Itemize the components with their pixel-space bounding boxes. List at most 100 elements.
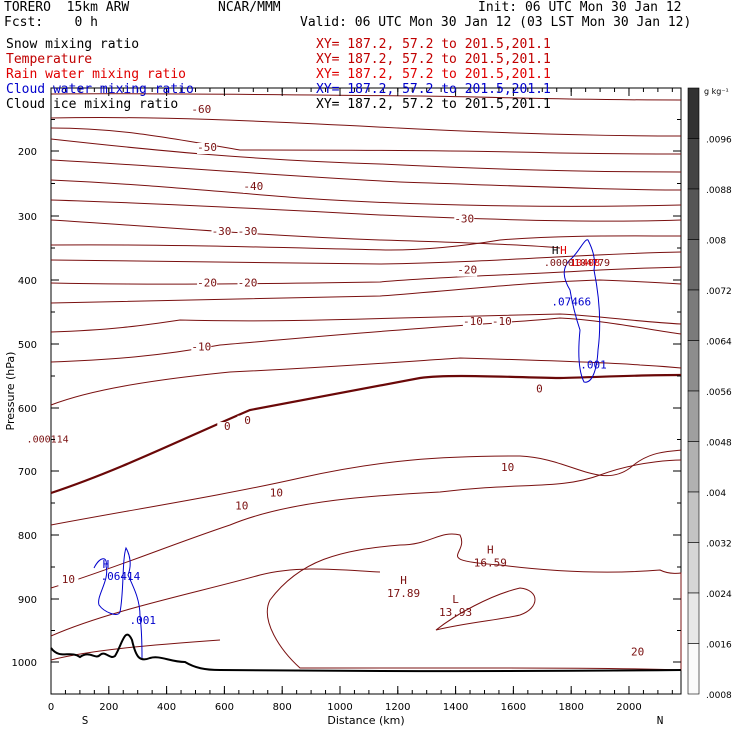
isotherm-label: 10 [501, 461, 514, 474]
x-tick-label: 0 [48, 702, 54, 713]
temperature-isotherm [50, 317, 682, 363]
colorbar-segment [687, 390, 700, 442]
y-axis-label: Pressure (hPa) [4, 352, 17, 431]
field-xy-temperature: XY= 187.2, 57.2 to 201.5,201.1 [316, 52, 551, 67]
isotherm-label: -60 [191, 103, 211, 116]
cloud-water-contour [93, 546, 143, 659]
isotherm-label: -10 [191, 340, 211, 353]
terrain-profile [50, 633, 682, 673]
field-xy-rain: XY= 187.2, 57.2 to 201.5,201.1 [316, 67, 551, 82]
y-tick-label: 400 [18, 276, 37, 287]
isotherm-label-bg [211, 227, 232, 239]
temperature-isotherm [50, 179, 682, 207]
colorbar-segment [687, 643, 700, 695]
cloud-water-extremum-marker: H [103, 558, 110, 571]
y-tick-label: 900 [18, 595, 37, 606]
isotherm-label-bg [191, 105, 212, 117]
temperature-extremum-marker: L [452, 593, 459, 606]
isotherm-label: 10 [62, 573, 75, 586]
temperature-isotherm [50, 199, 682, 222]
isotherm-label-bg [237, 415, 258, 427]
colorbar-segment [687, 592, 700, 644]
field-xy-cloud-water: XY= 187.2, 57.2 to 201.5,201.1 [316, 82, 551, 97]
x-tick-label: 800 [273, 702, 292, 713]
colorbar-segment [687, 239, 700, 291]
isotherm-label: -20 [238, 276, 258, 289]
temperature-isotherm [50, 138, 682, 173]
temperature-isotherm [50, 266, 682, 285]
colorbar-segment [687, 188, 700, 240]
x-tick-label: 1600 [501, 702, 526, 713]
isotherm-label: -10 [492, 315, 512, 328]
model-title: TORERO 15km ARW [4, 0, 130, 15]
isotherm-label-bg [237, 278, 258, 290]
snow-value: .000114 [27, 435, 69, 446]
isotherm-label: -40 [243, 180, 263, 193]
y-tick-label: 300 [18, 212, 37, 223]
colorbar-segment [687, 542, 700, 594]
colorbar-tick-label: .0064 [706, 338, 732, 348]
temperature-isotherm [50, 93, 682, 101]
colorbar-unit-label: g kg⁻¹ [704, 87, 729, 96]
isotherm-label-bg [191, 342, 212, 354]
isotherm-label-bg [462, 316, 483, 328]
colorbar-segment [687, 491, 700, 543]
temperature-isotherm [50, 459, 682, 589]
field-xy-cloud-ice: XY= 187.2, 57.2 to 201.5,201.1 [316, 97, 551, 112]
rain-extremum-marker: H [560, 244, 567, 257]
field-name-cloud-water: Cloud water mixing ratio [6, 82, 194, 97]
cloud-water-value: .001 [580, 358, 607, 371]
isotherm-label: 20 [631, 646, 644, 659]
snow-value: .0000104779 [544, 258, 610, 269]
colorbar-tick-label: .004 [706, 489, 726, 499]
isotherm-label-bg [243, 182, 264, 193]
isotherm-label-bg [627, 647, 648, 659]
colorbar-tick-label: .0008 [706, 691, 732, 701]
isotherm-label: -10 [463, 315, 483, 328]
temperature-isotherm [266, 533, 682, 671]
temperature-isotherm [50, 449, 682, 526]
colorbar-tick-label: .0072 [706, 287, 732, 297]
isotherm-label: -20 [457, 264, 477, 277]
x-tick-label: 2000 [616, 702, 641, 713]
x-tick-label: 400 [157, 702, 176, 713]
isotherm-label: 0 [536, 383, 543, 396]
cloud-water-value: .001 [129, 614, 156, 627]
center-title: NCAR/MMM [218, 0, 281, 15]
x-tick-label: 1000 [327, 702, 352, 713]
x-axis-label: Distance (km) [327, 714, 404, 727]
temperature-isotherm [435, 587, 536, 631]
temperature-isotherm [50, 219, 561, 249]
field-name-cloud-ice: Cloud ice mixing ratio [6, 97, 179, 112]
isotherm-label: -30 [454, 212, 474, 225]
isotherm-label: -30 [238, 225, 258, 238]
temperature-extremum-marker: H [400, 574, 407, 587]
isotherm-label: -30 [212, 225, 232, 238]
isotherm-label: 0 [244, 414, 251, 427]
colorbar-segment [687, 138, 700, 190]
isotherm-label-bg [454, 214, 475, 226]
colorbar-tick-label: .0096 [706, 136, 732, 146]
y-tick-label: 800 [18, 531, 37, 542]
temperature-isotherm [50, 235, 682, 251]
cloud-water-value: .06414 [101, 570, 141, 583]
field-name-snow: Snow mixing ratio [6, 37, 140, 52]
isotherm-label-bg [457, 265, 478, 277]
isotherm-label-bg [529, 384, 550, 396]
isotherm-label-bg [197, 278, 218, 290]
cloud-water-contour [563, 239, 601, 383]
temperature-isotherm [50, 117, 682, 137]
colorbar-segment [687, 441, 700, 493]
colorbar-segment [687, 87, 700, 139]
colorbar-segment [687, 340, 700, 392]
end-direction-label: N [657, 714, 664, 727]
colorbar-tick-label: .0032 [706, 540, 732, 550]
isotherm-label-bg [231, 501, 252, 513]
snow-extremum-marker: H [552, 244, 559, 257]
rain-value: 10408 [570, 258, 600, 269]
forecast-hour: Fcst: 0 h [4, 15, 98, 30]
temperature-isotherm [50, 159, 682, 191]
isotherm-label: 10 [270, 487, 283, 500]
temperature-extremum-value: 13.93 [439, 606, 472, 619]
isotherm-label-bg [197, 143, 218, 154]
